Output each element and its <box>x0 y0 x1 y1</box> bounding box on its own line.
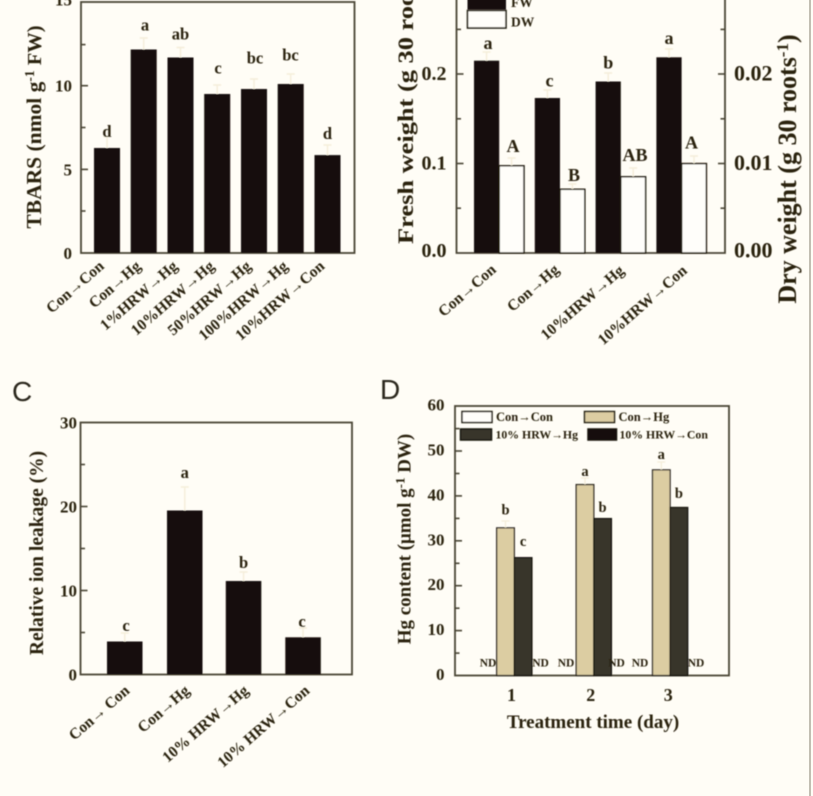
svg-text:c: c <box>122 616 129 635</box>
svg-text:Hg content (μmol g-1 DW): Hg content (μmol g-1 DW) <box>393 434 416 645</box>
svg-text:10: 10 <box>55 77 72 96</box>
svg-text:15: 15 <box>55 0 72 10</box>
svg-text:0: 0 <box>64 244 73 263</box>
svg-text:b: b <box>501 503 509 519</box>
svg-text:FW: FW <box>511 0 533 10</box>
svg-text:B: B <box>568 165 580 185</box>
svg-text:TBARS (nmol g-1 FW): TBARS (nmol g-1 FW) <box>22 25 46 228</box>
svg-text:0.0: 0.0 <box>422 240 447 262</box>
svg-text:bc: bc <box>247 49 264 68</box>
svg-text:ND: ND <box>608 658 625 670</box>
svg-text:a: a <box>141 16 149 35</box>
svg-text:0.2: 0.2 <box>422 63 447 85</box>
svg-text:0.01: 0.01 <box>734 150 773 175</box>
svg-text:b: b <box>603 53 613 73</box>
svg-text:0.1: 0.1 <box>422 153 447 175</box>
svg-text:ND: ND <box>532 658 549 670</box>
svg-text:0.00: 0.00 <box>734 238 773 263</box>
svg-text:a: a <box>484 33 493 53</box>
svg-text:a: a <box>665 28 674 48</box>
svg-text:50: 50 <box>428 441 445 460</box>
svg-text:d: d <box>323 124 332 143</box>
svg-text:10% HRW→Hg: 10% HRW→Hg <box>496 428 579 442</box>
svg-text:Con→Hg: Con→Hg <box>619 410 670 424</box>
svg-text:A: A <box>507 136 520 156</box>
svg-text:AB: AB <box>622 145 647 165</box>
svg-text:ND: ND <box>632 658 649 670</box>
svg-text:A: A <box>685 133 698 153</box>
svg-text:Dry weight (g 30 roots-1): Dry weight (g 30 roots-1) <box>773 34 802 303</box>
svg-text:bc: bc <box>282 46 299 65</box>
svg-text:d: d <box>102 122 111 141</box>
svg-text:a: a <box>658 447 666 463</box>
svg-text:0: 0 <box>436 665 445 684</box>
svg-text:Con→Con: Con→Con <box>496 410 553 424</box>
svg-text:b: b <box>239 553 248 572</box>
svg-text:40: 40 <box>428 485 445 504</box>
svg-text:D: D <box>380 374 400 405</box>
svg-text:ND: ND <box>480 658 497 670</box>
svg-text:ab: ab <box>172 25 189 44</box>
svg-text:30: 30 <box>60 414 77 433</box>
svg-text:b: b <box>675 486 683 502</box>
svg-text:Fresh weight (g 30 roots-1): Fresh weight (g 30 roots-1) <box>392 0 418 244</box>
svg-text:10: 10 <box>60 582 77 601</box>
svg-text:a: a <box>581 464 589 480</box>
svg-text:60: 60 <box>428 396 445 415</box>
svg-text:ND: ND <box>688 658 705 670</box>
svg-text:10% HRW→Con: 10% HRW→Con <box>620 428 709 442</box>
svg-text:b: b <box>599 500 607 516</box>
svg-text:1: 1 <box>507 685 516 705</box>
svg-text:a: a <box>181 463 189 482</box>
svg-text:c: c <box>298 612 305 631</box>
svg-text:ND: ND <box>558 658 575 670</box>
svg-text:20: 20 <box>60 498 77 517</box>
svg-text:0: 0 <box>69 666 78 685</box>
svg-text:Relative ion leakage (%): Relative ion leakage (%) <box>27 451 48 655</box>
svg-text:5: 5 <box>64 160 73 179</box>
svg-text:30: 30 <box>428 530 445 549</box>
svg-text:c: c <box>214 59 221 78</box>
svg-text:10: 10 <box>428 620 445 639</box>
svg-text:c: c <box>546 71 554 91</box>
svg-text:2: 2 <box>586 685 595 705</box>
svg-text:3: 3 <box>664 685 673 705</box>
svg-text:0.02: 0.02 <box>734 61 773 86</box>
svg-text:C: C <box>12 376 32 407</box>
svg-text:DW: DW <box>511 15 535 30</box>
svg-text:c: c <box>520 534 527 550</box>
svg-text:20: 20 <box>428 575 445 594</box>
svg-text:Treatment time (day): Treatment time (day) <box>507 712 679 733</box>
